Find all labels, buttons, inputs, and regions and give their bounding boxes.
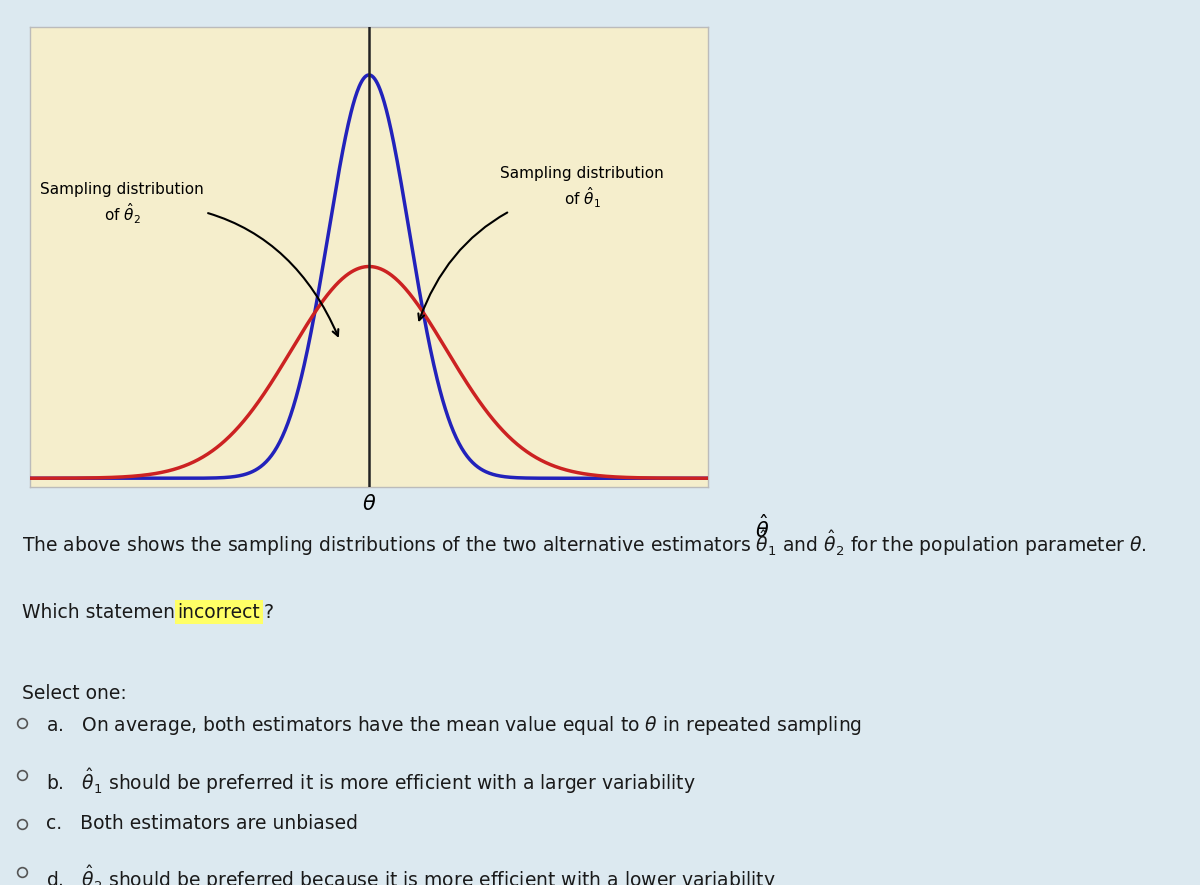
Text: d.   $\hat{\theta}_2$ should be preferred because it is more efficient with a lo: d. $\hat{\theta}_2$ should be preferred … [46,863,775,885]
Text: incorrect: incorrect [178,603,260,621]
Text: b.   $\hat{\theta}_1$ should be preferred it is more efficient with a larger var: b. $\hat{\theta}_1$ should be preferred … [46,766,695,796]
Text: Which statement is: Which statement is [22,603,209,621]
Text: ?: ? [264,603,274,621]
Text: The above shows the sampling distributions of the two alternative estimators $\h: The above shows the sampling distributio… [22,528,1146,558]
Text: a.   On average, both estimators have the mean value equal to $\theta$ in repeat: a. On average, both estimators have the … [46,714,862,737]
Text: $\hat{\theta}$: $\hat{\theta}$ [755,514,769,542]
Text: Sampling distribution
of $\hat{\theta}_2$: Sampling distribution of $\hat{\theta}_2… [40,182,338,336]
Text: c.   Both estimators are unbiased: c. Both estimators are unbiased [46,814,358,834]
Text: Select one:: Select one: [22,684,126,704]
Text: Sampling distribution
of $\hat{\theta}_1$: Sampling distribution of $\hat{\theta}_1… [419,166,664,320]
